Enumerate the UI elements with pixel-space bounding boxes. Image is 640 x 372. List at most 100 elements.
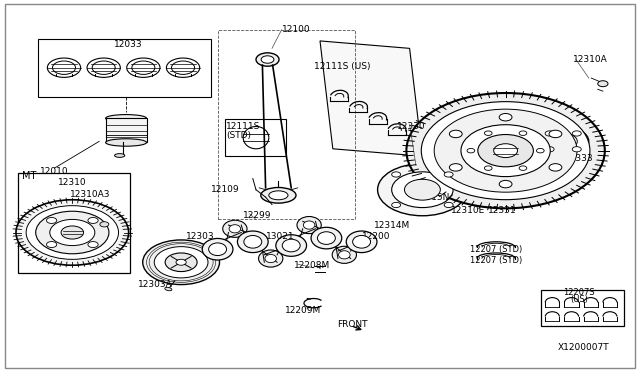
- Circle shape: [88, 241, 98, 247]
- Circle shape: [444, 202, 453, 208]
- Bar: [38, 39, 211, 97]
- Circle shape: [61, 226, 84, 239]
- Text: (US): (US): [570, 295, 588, 304]
- Bar: [211, 240, 224, 255]
- Circle shape: [484, 131, 492, 135]
- Circle shape: [404, 179, 440, 200]
- Text: 12200: 12200: [362, 232, 390, 241]
- Circle shape: [545, 147, 554, 152]
- Text: 13021: 13021: [266, 232, 294, 241]
- Circle shape: [100, 222, 109, 227]
- Ellipse shape: [202, 238, 233, 260]
- Ellipse shape: [282, 239, 300, 252]
- Bar: [106, 118, 147, 142]
- Ellipse shape: [339, 251, 350, 259]
- Text: 12310: 12310: [58, 178, 86, 187]
- Circle shape: [47, 218, 57, 224]
- Text: 12315N: 12315N: [415, 193, 450, 202]
- Text: (STD): (STD): [226, 131, 251, 140]
- Circle shape: [449, 164, 462, 171]
- Circle shape: [538, 126, 589, 156]
- Ellipse shape: [265, 254, 276, 263]
- Text: 12303A: 12303A: [138, 280, 172, 289]
- Text: FRONT: FRONT: [337, 320, 368, 329]
- Ellipse shape: [223, 220, 247, 237]
- Ellipse shape: [269, 191, 288, 200]
- Text: 12111S (US): 12111S (US): [314, 62, 370, 71]
- Circle shape: [484, 166, 492, 170]
- Ellipse shape: [311, 227, 342, 249]
- Circle shape: [378, 164, 467, 216]
- Circle shape: [434, 109, 577, 192]
- Ellipse shape: [209, 243, 227, 256]
- Text: MT: MT: [22, 170, 36, 180]
- Circle shape: [261, 56, 274, 63]
- Text: 12333: 12333: [564, 154, 593, 163]
- Text: 12207 (STD): 12207 (STD): [470, 245, 523, 254]
- Bar: [218, 30, 355, 219]
- Circle shape: [165, 253, 197, 272]
- Text: 12314M: 12314M: [374, 221, 411, 230]
- Circle shape: [256, 53, 279, 66]
- Text: 12100: 12100: [282, 25, 310, 34]
- Circle shape: [16, 200, 129, 265]
- Ellipse shape: [164, 287, 172, 291]
- Circle shape: [519, 166, 527, 170]
- Ellipse shape: [346, 231, 377, 253]
- Circle shape: [143, 240, 220, 285]
- Text: 12310E: 12310E: [451, 206, 486, 215]
- Ellipse shape: [115, 154, 125, 157]
- Ellipse shape: [106, 139, 147, 146]
- Polygon shape: [320, 41, 422, 156]
- Text: 12310A3: 12310A3: [70, 190, 111, 199]
- Circle shape: [421, 102, 590, 200]
- Bar: [225, 119, 286, 156]
- Circle shape: [493, 144, 518, 158]
- Circle shape: [444, 172, 453, 177]
- Ellipse shape: [244, 235, 262, 248]
- Ellipse shape: [229, 225, 241, 233]
- Text: 12303: 12303: [186, 232, 214, 241]
- Text: 12109: 12109: [211, 185, 240, 194]
- Circle shape: [392, 202, 401, 208]
- Circle shape: [461, 125, 550, 177]
- Circle shape: [467, 148, 475, 153]
- Circle shape: [392, 172, 453, 208]
- Circle shape: [88, 218, 98, 224]
- Ellipse shape: [317, 232, 335, 244]
- Ellipse shape: [297, 217, 321, 234]
- Circle shape: [499, 113, 512, 121]
- Circle shape: [406, 93, 605, 208]
- Circle shape: [478, 135, 533, 167]
- Text: 12330: 12330: [397, 122, 426, 131]
- Circle shape: [519, 131, 527, 135]
- Text: 12209M: 12209M: [285, 306, 321, 315]
- Text: 12310A: 12310A: [573, 55, 607, 64]
- Text: 12010: 12010: [40, 167, 69, 176]
- Text: 12207S: 12207S: [563, 288, 595, 296]
- Bar: [541, 290, 624, 326]
- Circle shape: [549, 130, 562, 138]
- Ellipse shape: [276, 235, 307, 256]
- Circle shape: [598, 81, 608, 87]
- Ellipse shape: [261, 187, 296, 203]
- Text: 12207 (STD): 12207 (STD): [470, 256, 523, 265]
- Bar: [18, 173, 130, 273]
- Circle shape: [549, 133, 577, 150]
- Circle shape: [176, 259, 186, 265]
- Text: 12111S: 12111S: [226, 122, 260, 131]
- Ellipse shape: [332, 246, 356, 263]
- Ellipse shape: [237, 231, 268, 253]
- Text: 12208M: 12208M: [294, 262, 331, 270]
- Ellipse shape: [259, 250, 283, 267]
- Circle shape: [499, 180, 512, 188]
- Circle shape: [549, 164, 562, 171]
- Circle shape: [545, 131, 554, 136]
- Circle shape: [392, 172, 401, 177]
- Circle shape: [36, 211, 109, 254]
- Circle shape: [572, 131, 581, 136]
- Text: 12033: 12033: [114, 40, 142, 49]
- Circle shape: [449, 130, 462, 138]
- Circle shape: [26, 206, 118, 259]
- Ellipse shape: [353, 235, 371, 248]
